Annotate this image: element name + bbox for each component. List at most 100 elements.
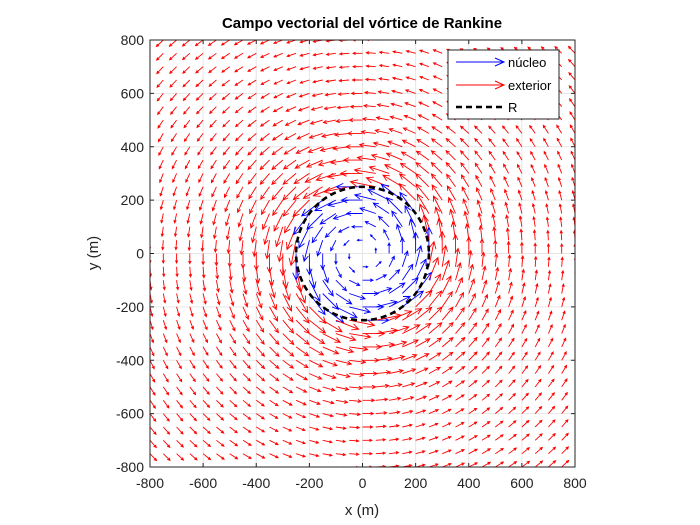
exterior-vector-arrow [455, 276, 463, 294]
core-vector-arrow [401, 250, 409, 267]
exterior-vector-arrow [242, 426, 252, 434]
exterior-vector-arrow [432, 195, 443, 214]
exterior-vector-arrow [282, 439, 293, 445]
exterior-vector-arrow [271, 186, 284, 201]
exterior-vector-arrow [481, 279, 488, 294]
exterior-vector-arrow [158, 159, 164, 170]
exterior-vector-arrow [488, 137, 496, 148]
exterior-vector-arrow [222, 159, 231, 170]
exterior-vector-arrow [368, 165, 390, 174]
exterior-vector-arrow [162, 413, 170, 422]
exterior-vector-arrow [211, 199, 217, 212]
exterior-vector-arrow [481, 461, 492, 467]
exterior-vector-arrow [253, 253, 259, 271]
exterior-vector-arrow [415, 322, 432, 334]
exterior-vector-arrow [468, 278, 476, 294]
exterior-vector-arrow [544, 176, 549, 187]
core-vector-arrow [399, 236, 405, 254]
exterior-vector-arrow [169, 66, 177, 75]
exterior-vector-arrow [508, 379, 516, 388]
exterior-vector-arrow [247, 66, 257, 72]
exterior-vector-arrow [516, 137, 523, 148]
exterior-vector-arrow [216, 399, 224, 408]
exterior-vector-arrow [161, 253, 165, 265]
exterior-vector-arrow [561, 364, 568, 374]
exterior-vector-arrow [545, 203, 549, 214]
exterior-vector-arrow [150, 466, 151, 467]
exterior-vector-arrow [570, 163, 575, 174]
exterior-vector-arrow [375, 411, 388, 415]
exterior-vector-arrow [402, 396, 415, 401]
exterior-vector-arrow [432, 49, 443, 54]
y-tick-label: -600 [116, 406, 144, 422]
exterior-vector-arrow [176, 360, 182, 370]
x-tick-label: -600 [189, 475, 217, 491]
core-vector-arrow [335, 279, 348, 292]
exterior-vector-arrow [260, 66, 270, 72]
exterior-vector-arrow [389, 396, 402, 401]
exterior-vector-arrow [351, 64, 363, 69]
exterior-vector-arrow [574, 466, 575, 467]
exterior-vector-arrow [342, 157, 363, 163]
exterior-vector-arrow [255, 319, 265, 333]
exterior-vector-arrow [574, 372, 575, 374]
core-vector-arrow [343, 239, 350, 247]
exterior-vector-arrow [415, 423, 426, 428]
exterior-vector-arrow [455, 408, 465, 414]
exterior-vector-arrow [304, 172, 323, 183]
exterior-vector-arrow [402, 324, 421, 335]
exterior-vector-arrow [574, 453, 575, 454]
exterior-vector-arrow [521, 392, 529, 401]
exterior-vector-arrow [468, 336, 478, 348]
x-tick-label: 200 [404, 475, 428, 491]
exterior-vector-arrow [520, 241, 524, 254]
exterior-vector-arrow [228, 266, 233, 281]
exterior-vector-arrow [476, 199, 483, 214]
exterior-vector-arrow [269, 399, 279, 407]
exterior-vector-arrow [494, 40, 496, 41]
exterior-vector-arrow [534, 296, 539, 308]
exterior-vector-arrow [196, 119, 204, 129]
exterior-vector-arrow [322, 319, 343, 333]
exterior-vector-arrow [168, 40, 177, 47]
exterior-vector-arrow [259, 52, 270, 58]
exterior-vector-arrow [184, 159, 191, 170]
exterior-vector-arrow [299, 52, 310, 57]
exterior-vector-arrow [428, 352, 442, 361]
exterior-vector-arrow [295, 439, 306, 445]
core-vector-arrow [388, 268, 401, 281]
exterior-vector-arrow [188, 253, 192, 265]
exterior-vector-arrow [296, 132, 310, 140]
exterior-vector-arrow [561, 296, 566, 308]
exterior-vector-arrow [212, 226, 217, 240]
exterior-vector-arrow [234, 66, 244, 73]
exterior-vector-arrow [399, 162, 416, 174]
exterior-vector-arrow [561, 337, 567, 348]
exterior-vector-arrow [362, 330, 386, 337]
exterior-vector-arrow [202, 439, 212, 448]
exterior-vector-arrow [322, 439, 333, 444]
exterior-vector-arrow [495, 461, 505, 467]
exterior-vector-arrow [309, 413, 321, 418]
exterior-vector-arrow [169, 93, 177, 102]
exterior-vector-arrow [242, 453, 252, 460]
exterior-vector-arrow [455, 306, 465, 321]
exterior-vector-arrow [174, 240, 178, 251]
exterior-vector-arrow [474, 150, 483, 161]
exterior-vector-arrow [546, 242, 551, 254]
exterior-vector-arrow [385, 152, 403, 161]
exterior-vector-arrow [266, 253, 273, 274]
exterior-vector-arrow [468, 407, 478, 414]
exterior-vector-arrow [521, 323, 527, 334]
exterior-vector-arrow [272, 119, 284, 127]
exterior-vector-arrow [559, 229, 563, 241]
exterior-vector-arrow [534, 460, 544, 467]
exterior-vector-arrow [202, 453, 212, 461]
exterior-vector-arrow [531, 176, 536, 187]
exterior-vector-arrow [570, 137, 575, 147]
exterior-vector-arrow [195, 79, 204, 88]
exterior-vector-arrow [242, 346, 251, 357]
core-vector-arrow [306, 213, 324, 230]
exterior-vector-arrow [189, 333, 195, 344]
exterior-vector-arrow [215, 293, 221, 306]
